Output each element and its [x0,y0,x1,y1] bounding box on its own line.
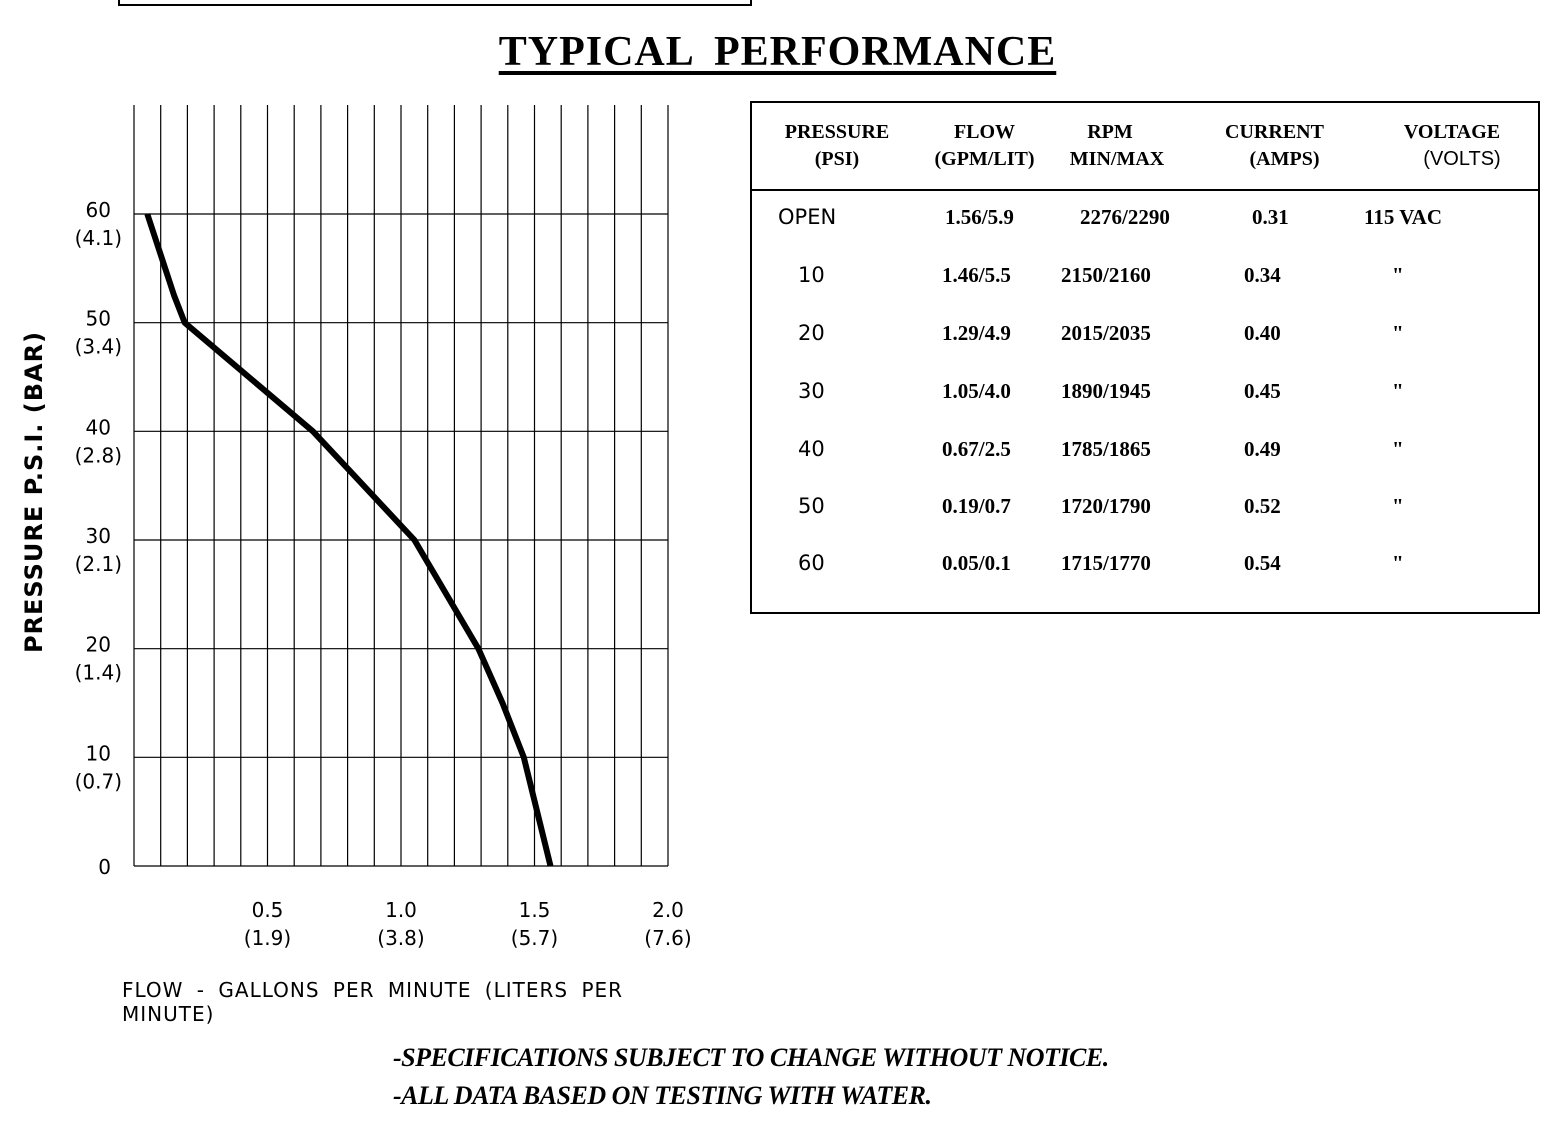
cell-rpm: 2015/2035 [1061,321,1151,345]
cell-current: 0.31 [1252,205,1289,229]
cell-pressure: 20 [798,321,825,345]
cell-pressure: 30 [798,379,825,403]
header-flow: FLOW (GPM/LIT) [934,121,1035,170]
note-test-data: -ALL DATA BASED ON TESTING WITH WATER. [393,1081,932,1110]
cell-current: 0.52 [1244,494,1281,518]
cell-current: 0.54 [1244,551,1281,575]
cell-rpm: 1785/1865 [1061,437,1151,461]
cell-pressure: 60 [798,551,825,575]
x-axis-label: FLOW - GALLONS PER MINUTE (LITERS PER MI… [122,978,624,1026]
table-header: PRESSURE (PSI) FLOW (GPM/LIT) RPM MIN/MAX C… [752,103,1538,191]
cell-pressure: OPEN [778,205,837,229]
header-voltage: VOLTAGE (VOLTS) [1403,121,1501,170]
x-tick-label: 0.5 [252,898,284,922]
cell-rpm: 1715/1770 [1061,551,1151,575]
x-tick-label: 2.0 [652,898,684,922]
cell-flow: 0.19/0.7 [942,494,1011,518]
y-tick-label: 10 [86,741,111,765]
cell-current: 0.49 [1244,437,1281,461]
pressure-flow-curve [144,213,554,867]
cell-current: 0.40 [1244,321,1281,345]
x-tick-sublabel: (5.7) [511,926,558,950]
cell-voltage: " [1392,437,1404,461]
performance-chart: 0.5 (1.9) 1.0 (3.8) 1.5 (5.7) 2.0 (7.6) 0 10 (0.7… [20,105,692,950]
cell-current: 0.34 [1244,263,1281,287]
y-tick-label: 40 [86,415,111,439]
cell-flow: 1.56/5.9 [945,205,1014,229]
cell-rpm: 1890/1945 [1061,379,1151,403]
cell-pressure: 40 [798,437,825,461]
cell-rpm: 2150/2160 [1061,263,1151,287]
y-tick-label: 20 [86,633,111,657]
cell-pressure: 10 [798,263,825,287]
header-rpm: RPM MIN/MAX [1069,121,1165,170]
cell-pressure: 50 [798,494,825,518]
cell-flow: 0.67/2.5 [942,437,1011,461]
page-title: TYPICAL PERFORMANCE [498,29,1057,75]
cell-flow: 0.05/0.1 [942,551,1011,575]
cell-voltage: 115 VAC [1364,205,1443,229]
x-tick-sublabel: (1.9) [244,926,291,950]
cell-voltage: " [1392,494,1404,518]
y-tick-label: 50 [86,307,111,331]
cell-rpm: 2276/2290 [1080,205,1170,229]
y-axis-label: PRESSURE P.S.I. (BAR) [20,331,48,653]
performance-table: PRESSURE (PSI) FLOW (GPM/LIT) RPM MIN/MAX C… [750,101,1540,614]
cell-flow: 1.29/4.9 [942,321,1011,345]
y-tick-sublabel: (2.1) [75,552,122,576]
y-tick-sublabel: (4.1) [75,226,122,250]
table-row: 30 1.05/4.0 1890/1945 0.45 " [752,379,1538,419]
x-tick-label: 1.0 [385,898,417,922]
cell-flow: 1.05/4.0 [942,379,1011,403]
table-row: OPEN 1.56/5.9 2276/2290 0.31 115 VAC [752,205,1538,245]
table-row: 50 0.19/0.7 1720/1790 0.52 " [752,494,1538,534]
table-row: 40 0.67/2.5 1785/1865 0.49 " [752,437,1538,477]
header-current: CURRENT (AMPS) [1225,121,1324,170]
y-tick-label: 30 [86,524,111,548]
table-row: 10 1.46/5.5 2150/2160 0.34 " [752,263,1538,303]
y-tick-sublabel: (0.7) [75,769,122,793]
cell-voltage: " [1392,321,1404,345]
table-row: 60 0.05/0.1 1715/1770 0.54 " [752,551,1538,591]
header-pressure: PRESSURE (PSI) [784,121,890,170]
cell-voltage: " [1392,263,1404,287]
x-tick-sublabel: (3.8) [377,926,424,950]
cell-voltage: " [1392,551,1404,575]
y-tick-sublabel: (3.4) [75,335,122,359]
cell-current: 0.45 [1244,379,1281,403]
y-tick-sublabel: (2.8) [75,443,122,467]
y-tick-label: 0 [98,855,111,879]
table-row: 20 1.29/4.9 2015/2035 0.40 " [752,321,1538,361]
cell-voltage: " [1392,379,1404,403]
cell-flow: 1.46/5.5 [942,263,1011,287]
y-tick-label: 60 [86,198,111,222]
note-specifications: -SPECIFICATIONS SUBJECT TO CHANGE WITHOU… [393,1043,1109,1072]
top-bracket-line [118,0,752,6]
x-tick-label: 1.5 [519,898,551,922]
y-tick-sublabel: (1.4) [75,661,122,685]
x-tick-sublabel: (7.6) [644,926,691,950]
cell-rpm: 1720/1790 [1061,494,1151,518]
